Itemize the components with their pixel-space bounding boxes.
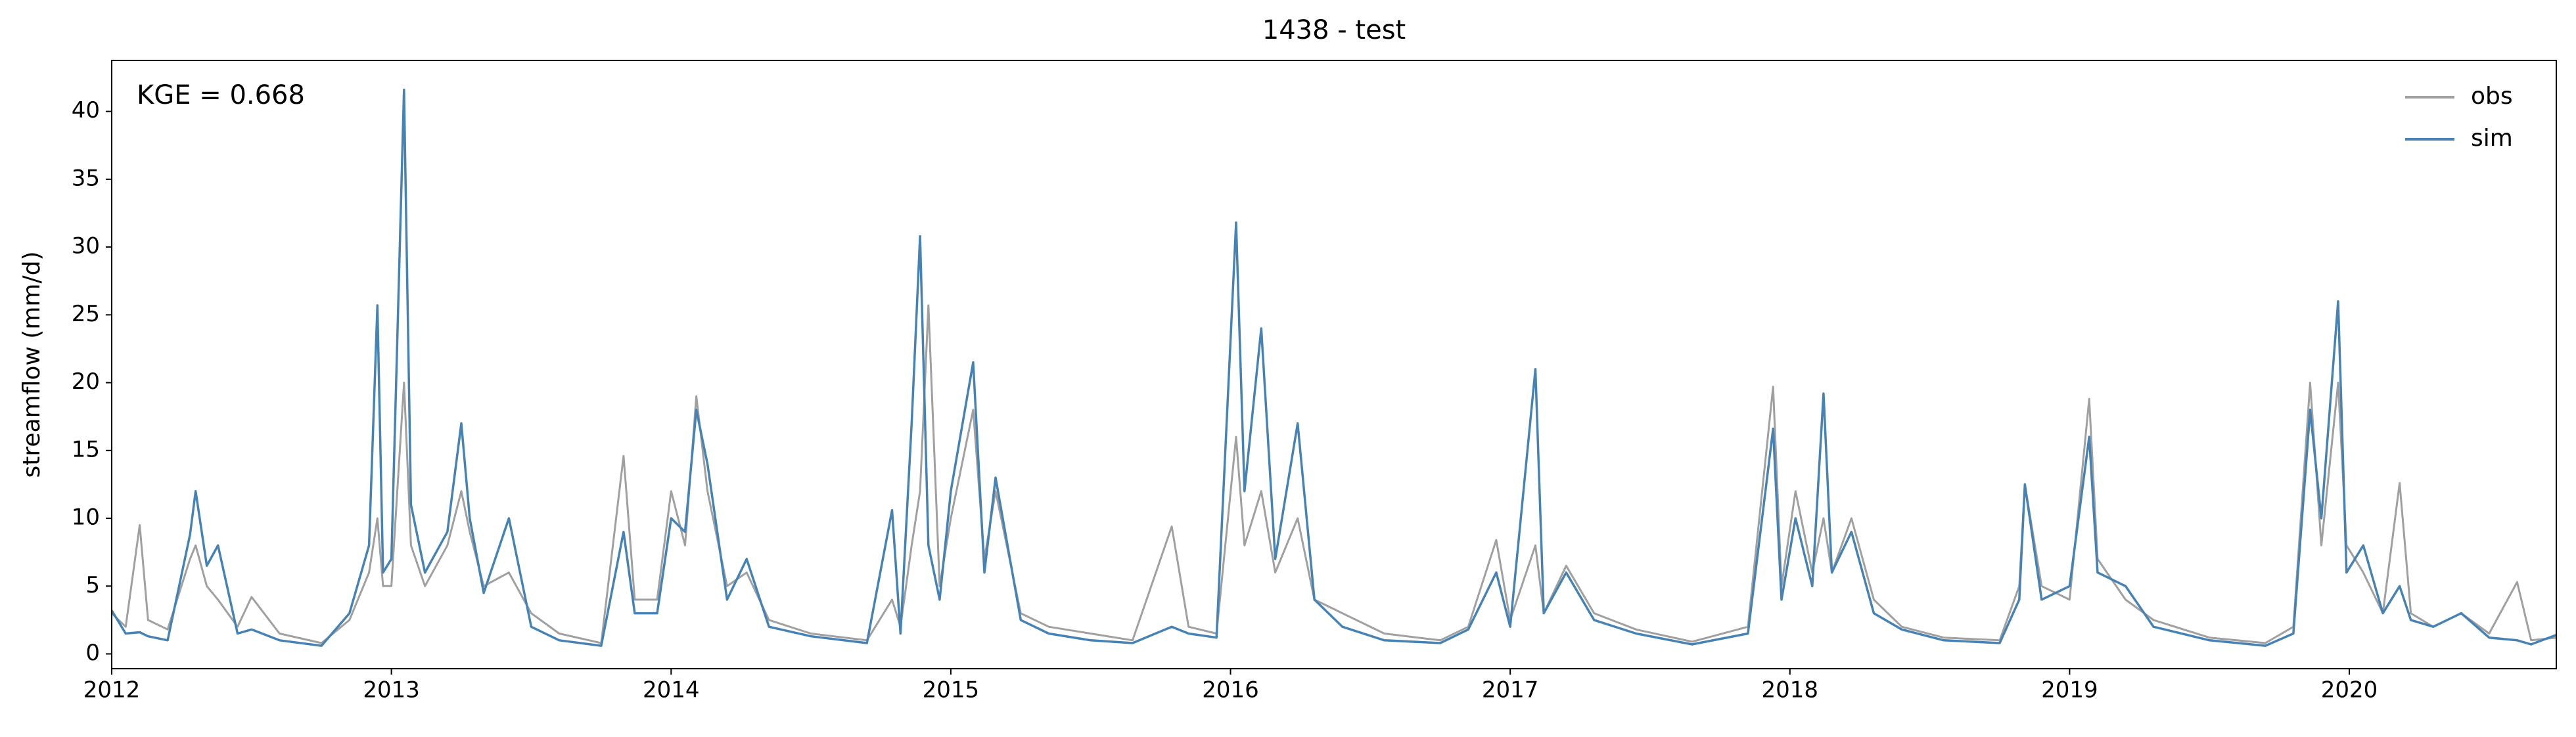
- x-tick-label: 2019: [2041, 677, 2098, 704]
- y-tick-label: 5: [85, 572, 100, 598]
- legend-label: obs: [2471, 83, 2513, 110]
- y-tick-label: 20: [72, 368, 100, 395]
- x-tick-label: 2014: [643, 677, 700, 704]
- y-tick-label: 40: [72, 97, 100, 123]
- x-tick-label: 2017: [1482, 677, 1539, 704]
- y-tick-label: 35: [72, 165, 100, 191]
- series-line: [110, 304, 2557, 644]
- chart-title: 1438 - test: [1262, 15, 1406, 45]
- x-tick-label: 2016: [1202, 677, 1259, 704]
- legend-label: sim: [2471, 125, 2513, 152]
- x-tick-label: 2018: [1762, 677, 1819, 704]
- series-line: [110, 88, 2557, 647]
- x-tick-label: 2020: [2321, 677, 2378, 704]
- y-tick-label: 15: [72, 436, 100, 462]
- plot-frame: [111, 60, 2557, 669]
- y-tick-label: 0: [85, 640, 100, 666]
- y-axis-label: streamflow (mm/d): [18, 252, 45, 478]
- x-tick-label: 2013: [363, 677, 420, 704]
- y-tick-label: 10: [72, 504, 100, 531]
- annotation: KGE = 0.668: [137, 80, 305, 110]
- x-tick-label: 2012: [83, 677, 141, 704]
- y-tick-label: 30: [72, 233, 100, 259]
- y-tick-label: 25: [72, 301, 100, 327]
- x-tick-label: 2015: [923, 677, 980, 704]
